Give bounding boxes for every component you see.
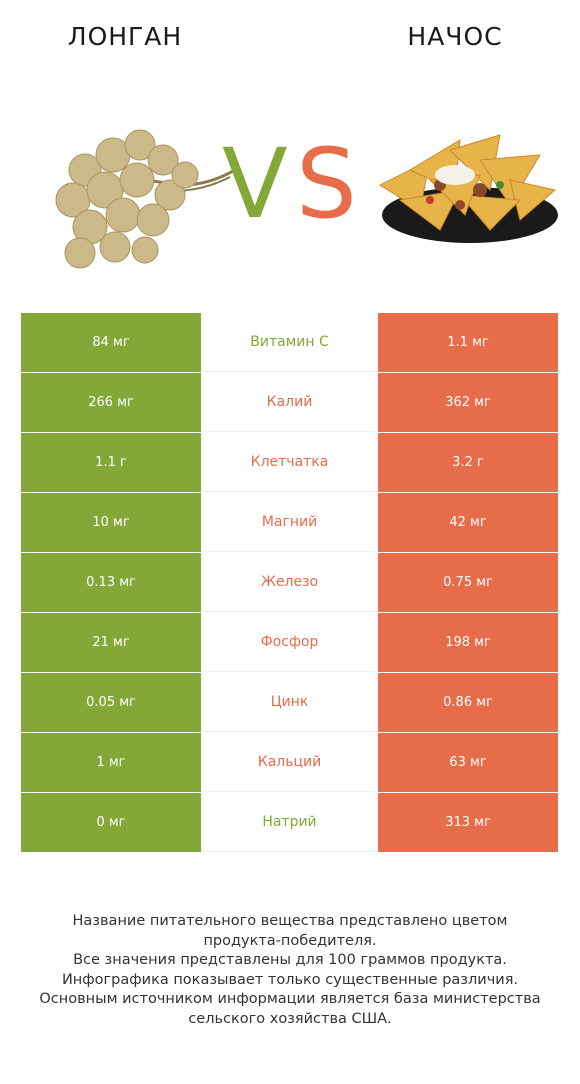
table-row: 10 мг Магний 42 мг [21,493,558,552]
footnote-line: Название питательного вещества представл… [72,913,508,929]
right-value-cell: 0.86 мг [378,673,558,732]
nutrient-name-cell: Фосфор [201,613,378,672]
table-row: 0.05 мг Цинк 0.86 мг [21,673,558,732]
nutrient-comparison-table: 84 мг Витамин C 1.1 мг 266 мг Калий 362 мг 1.1… [21,313,558,853]
table-row: 84 мг Витамин C 1.1 мг [21,313,558,372]
footnote-line: продукта-победителя. [203,932,377,949]
table-row: 0.13 мг Железо 0.75 мг [21,553,558,612]
nutrient-name-cell: Железо [201,553,378,612]
table-row: 0 мг Натрий 313 мг [21,793,558,852]
footnote-line: Инфографика показывает только существенн… [61,971,519,988]
footnote-line: сельского хозяйства США. [188,1010,392,1027]
left-value-cell: 0.05 мг [21,673,201,732]
nutrient-name-cell: Цинк [201,673,378,732]
left-value-cell: 84 мг [21,313,201,372]
left-value-cell: 1.1 г [21,433,201,492]
left-value-cell: 0.13 мг [21,553,201,612]
left-food-title: ЛОНГАН [67,22,183,51]
left-value-cell: 21 мг [21,613,201,672]
table-row: 266 мг Калий 362 мг [21,373,558,432]
left-value-cell: 1 мг [21,733,201,792]
right-value-cell: 3.2 г [378,433,558,492]
left-value-cell: 0 мг [21,793,201,852]
footnote-line: Все значения представлены для 100 граммо… [73,952,507,968]
footnote: Название питательного вещества представл… [20,912,560,1029]
right-food-title: НАЧОС [407,22,503,51]
vs-letter-s: S [296,128,357,240]
table-row: 21 мг Фосфор 198 мг [21,613,558,672]
longan-fruit-image [55,129,236,269]
table-row: 1.1 г Клетчатка 3.2 г [21,433,558,492]
nutrient-name-cell: Кальций [201,733,378,792]
vs-letter-v: V [222,128,288,240]
nutrient-name-cell: Витамин C [201,313,378,372]
footnote-line: Основным источником информации является … [39,991,541,1007]
nutrient-name-cell: Калий [201,373,378,432]
nutrient-name-cell: Клетчатка [201,433,378,492]
nutrient-name-cell: Натрий [201,793,378,852]
left-value-cell: 10 мг [21,493,201,552]
right-value-cell: 63 мг [378,733,558,792]
right-value-cell: 42 мг [378,493,558,552]
right-value-cell: 0.75 мг [378,553,558,612]
left-value-cell: 266 мг [21,373,201,432]
right-value-cell: 362 мг [378,373,558,432]
table-row: 1 мг Кальций 63 мг [21,733,558,792]
right-value-cell: 1.1 мг [378,313,558,372]
nachos-image [378,134,558,243]
nutrient-name-cell: Магний [201,493,378,552]
right-value-cell: 198 мг [378,613,558,672]
right-value-cell: 313 мг [378,793,558,852]
